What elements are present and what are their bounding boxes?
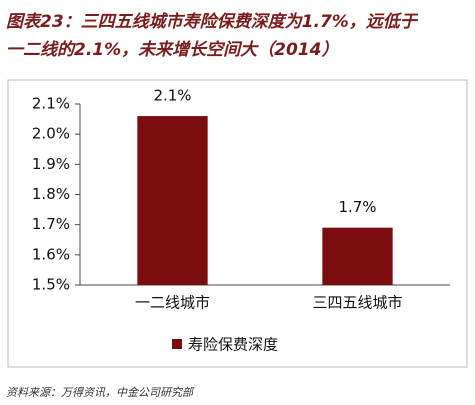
y-tick-label: 1.8% xyxy=(32,185,70,203)
bar xyxy=(137,116,208,285)
value-label: 1.7% xyxy=(338,198,376,216)
legend-swatch xyxy=(172,339,182,349)
source: 资料来源：万得资讯，中金公司研究部 xyxy=(6,386,195,399)
y-tick-label: 2.0% xyxy=(32,125,70,143)
chart-title: 一二线的2.1%，未来增长空间大（2014） xyxy=(6,40,338,60)
legend-label: 寿险保费深度 xyxy=(188,336,278,354)
y-tick-label: 2.1% xyxy=(32,95,70,113)
x-tick-label: 三四五线城市 xyxy=(312,294,402,312)
x-tick-label: 一二线城市 xyxy=(135,294,210,312)
y-tick-label: 1.5% xyxy=(32,276,70,294)
y-tick-label: 1.6% xyxy=(32,245,70,263)
chart-frame xyxy=(7,79,468,368)
y-tick-label: 1.7% xyxy=(32,215,70,233)
value-label: 2.1% xyxy=(153,87,191,105)
bar xyxy=(322,227,393,285)
chart-title: 图表23：三四五线城市寿险保费深度为1.7%，远低于 xyxy=(6,12,419,32)
y-tick-label: 1.9% xyxy=(32,155,70,173)
